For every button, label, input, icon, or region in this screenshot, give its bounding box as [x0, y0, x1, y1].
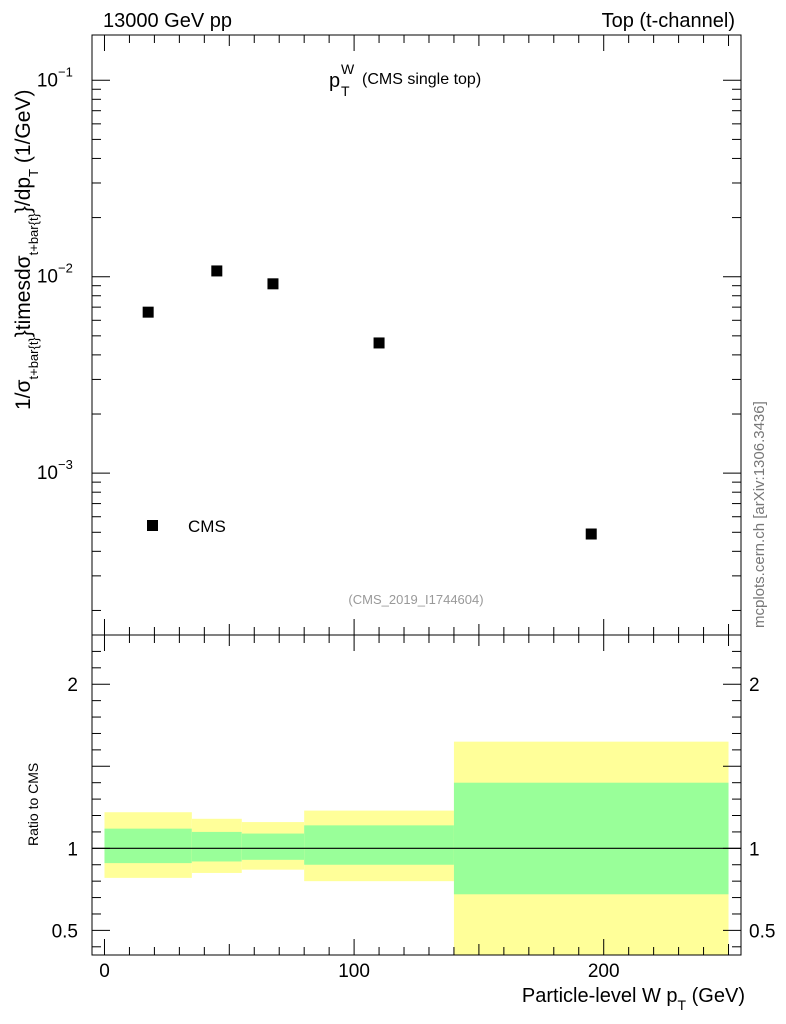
upper-y-axis-label: 1/σt+bar{t}}timesdσt+bar{t}}/dpT (1/GeV): [12, 90, 41, 410]
upper-plot-frame: [91, 34, 742, 636]
lower-plot-ticks: 0.5 0.5 1 1 2 2 0 100 200: [52, 635, 775, 982]
upper-data-points: [142, 265, 597, 540]
header-left: 13000 GeV pp: [103, 10, 232, 32]
svg-text:1/σt+bar{t}}timesdσt+bar{t}}/d: 1/σt+bar{t}}timesdσt+bar{t}}/dpT (1/GeV): [12, 90, 41, 410]
x-axis-label: Particle-level W pT (GeV): [522, 985, 745, 1013]
lower-y-tick-label: 2: [67, 675, 78, 696]
data-point-cms: [267, 278, 279, 290]
data-point-cms: [211, 265, 223, 277]
upper-y-tick-label: 10: [37, 70, 58, 91]
header-right: Top (t-channel): [602, 10, 735, 32]
svg-text:Particle-level W pT (GeV): Particle-level W pT (GeV): [522, 985, 745, 1013]
upper-y-tick-label: 10: [37, 463, 58, 484]
upper-y-tick-label: 10: [37, 267, 58, 288]
lower-y-tick-label: 0.5: [52, 921, 78, 942]
lower-frame-box: [91, 634, 742, 956]
upper-y-tick-exp: −2: [58, 261, 73, 276]
plot-title-sub: T: [341, 83, 350, 99]
lower-x-tick-label: 0: [99, 961, 110, 982]
ratio-bands: [92, 741, 741, 955]
ratio-band-inner: [304, 825, 454, 865]
lower-y-tick-label-right: 2: [749, 675, 760, 696]
plot-title-rest: (CMS single top): [362, 71, 481, 88]
data-point-cms: [373, 337, 385, 349]
ratio-band-inner: [453, 782, 729, 895]
lower-y-tick-label-right: 0.5: [749, 921, 775, 942]
plot-title-main: p: [329, 70, 340, 92]
analysis-watermark: (CMS_2019_I1744604): [348, 592, 483, 607]
ratio-band-inner: [104, 828, 192, 864]
upper-frame-box: [91, 34, 742, 636]
lower-y-axis-label: Ratio to CMS: [25, 763, 41, 846]
side-label: mcplots.cern.ch [arXiv:1306.3436]: [751, 401, 768, 628]
data-point-cms: [142, 306, 154, 318]
lower-x-tick-label: 100: [338, 961, 370, 982]
lower-y-tick-label-right: 1: [749, 839, 760, 860]
lower-y-tick-label: 1: [67, 839, 78, 860]
upper-y-tick-exp: −3: [58, 457, 73, 472]
ratio-band-inner: [241, 833, 305, 860]
upper-plot-ticks: 10−110−210−3: [37, 35, 741, 635]
upper-y-tick-exp: −1: [58, 64, 73, 79]
data-point-cms: [585, 528, 597, 540]
legend: CMS: [147, 517, 226, 536]
lower-plot-frame: [91, 634, 742, 956]
legend-label-cms: CMS: [188, 517, 226, 536]
ratio-band-inner: [191, 831, 242, 862]
lower-x-tick-label: 200: [588, 961, 620, 982]
legend-marker-cms: [147, 520, 158, 531]
y-label-part-1: 1/σ: [12, 379, 35, 410]
plot-title: p W T (CMS single top): [329, 61, 481, 99]
plot-title-sup: W: [341, 61, 355, 77]
